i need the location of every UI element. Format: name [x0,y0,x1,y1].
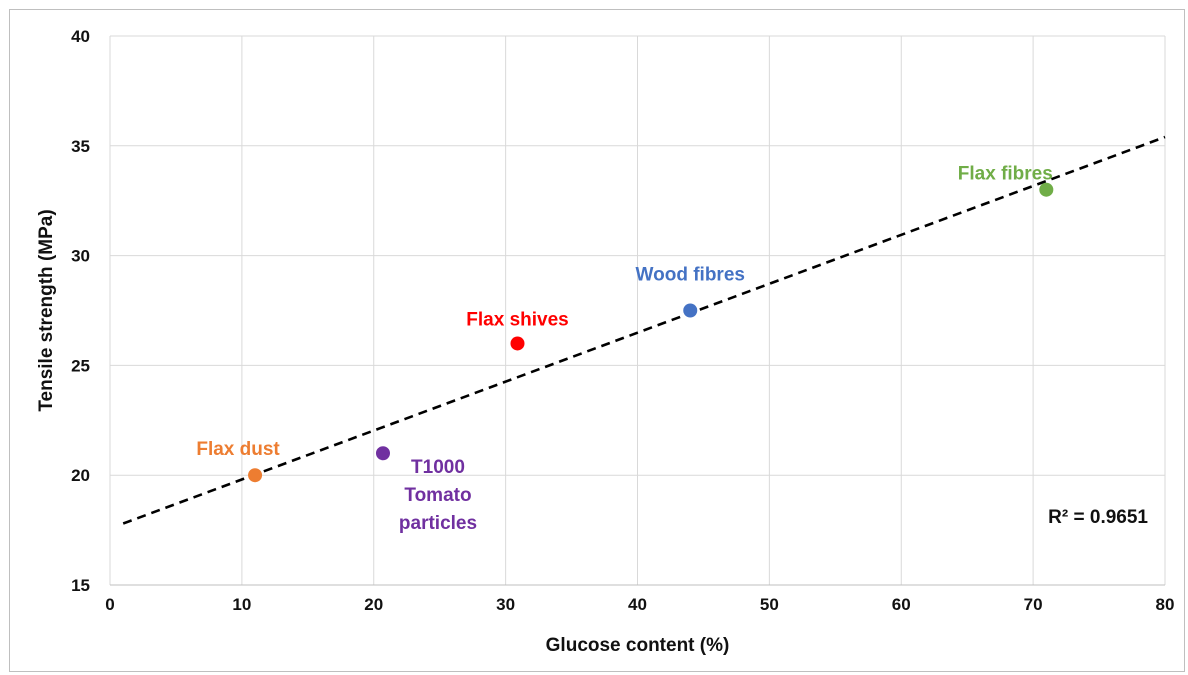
scatter-chart: 0 10 20 30 40 50 60 70 80 15 20 25 30 35 40 Flax dust T… [36,27,1174,656]
grid [109,35,1166,586]
x-tick-label: 50 [760,595,779,614]
point-label: Flax fibres [958,164,1053,185]
trendline-group [122,135,1166,525]
point-labels: Flax dust T1000 Tomato particles Flax shives… [196,164,1052,535]
x-tick-label: 80 [1156,595,1175,614]
data-point [375,446,390,461]
y-tick-label: 40 [71,27,90,46]
point-label: particles [399,513,477,534]
y-tick-label: 30 [71,247,90,266]
data-point [683,303,698,318]
x-tick-label: 30 [496,595,515,614]
data-point [510,336,525,351]
tick-labels: 0 10 20 30 40 50 60 70 80 15 20 25 30 35 40 [71,27,1174,614]
y-axis-title: Tensile strength (MPa) [36,209,57,411]
x-tick-label: 20 [364,595,383,614]
x-tick-label: 60 [892,595,911,614]
point-label: Tomato [404,485,471,506]
data-point [248,468,263,483]
point-label: Flax shives [466,309,568,330]
x-tick-label: 40 [628,595,647,614]
trendline [122,135,1166,525]
point-label: Flax dust [196,439,280,460]
data-point [1039,182,1054,197]
x-axis-title: Glucose content (%) [546,635,730,656]
x-tick-label: 70 [1024,595,1043,614]
y-tick-label: 20 [71,466,90,485]
x-tick-label: 0 [105,595,114,614]
data-points [248,182,1054,483]
y-tick-label: 15 [71,576,90,595]
point-label: T1000 [411,457,465,478]
chart-frame: 0 10 20 30 40 50 60 70 80 15 20 25 30 35 40 Flax dust T… [9,9,1185,672]
y-tick-label: 35 [71,137,90,156]
x-tick-label: 10 [232,595,251,614]
y-tick-label: 25 [71,356,90,375]
point-label: Wood fibres [636,265,745,286]
r-squared-annotation: R² = 0.9651 [1048,507,1148,528]
